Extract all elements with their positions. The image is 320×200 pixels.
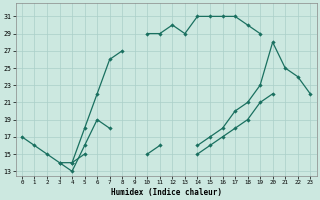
X-axis label: Humidex (Indice chaleur): Humidex (Indice chaleur) — [111, 188, 221, 197]
